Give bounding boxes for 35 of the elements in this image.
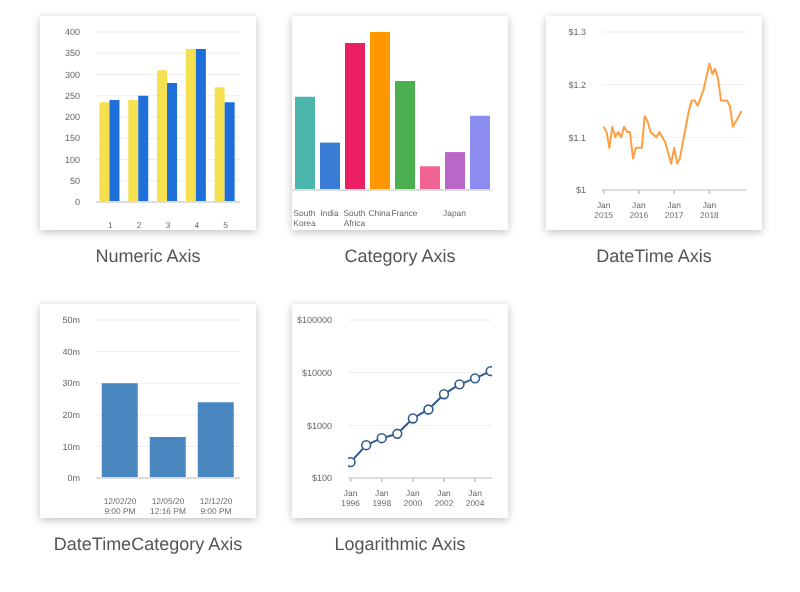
text: DateTimeCategory Axis	[51, 534, 245, 554]
bar	[370, 32, 390, 190]
point	[454, 379, 465, 390]
bar	[157, 70, 168, 202]
bar	[109, 100, 120, 202]
bar	[345, 43, 365, 190]
point	[392, 428, 403, 440]
point	[376, 432, 387, 444]
text: Category Axis	[342, 246, 458, 266]
bar	[185, 49, 196, 202]
bar	[149, 436, 186, 478]
bar	[295, 96, 315, 190]
point	[407, 413, 419, 424]
text: Numeric Axis	[93, 246, 203, 266]
bar	[99, 102, 110, 202]
bar	[197, 402, 234, 478]
bar	[470, 115, 490, 190]
bar	[395, 80, 415, 190]
bar	[445, 152, 465, 190]
bar	[224, 102, 235, 202]
bar	[320, 142, 340, 190]
bar	[167, 83, 178, 202]
bar	[128, 100, 139, 202]
bar	[214, 87, 225, 202]
text: Logarithmic Axis	[332, 534, 468, 554]
point	[438, 389, 450, 400]
line-series	[602, 62, 743, 165]
bar	[101, 383, 138, 478]
point	[360, 439, 372, 451]
point	[469, 373, 481, 384]
bar	[195, 49, 206, 202]
text: DateTime Axis	[594, 246, 714, 266]
bar	[420, 166, 440, 190]
point	[423, 404, 434, 415]
bar	[138, 95, 149, 202]
